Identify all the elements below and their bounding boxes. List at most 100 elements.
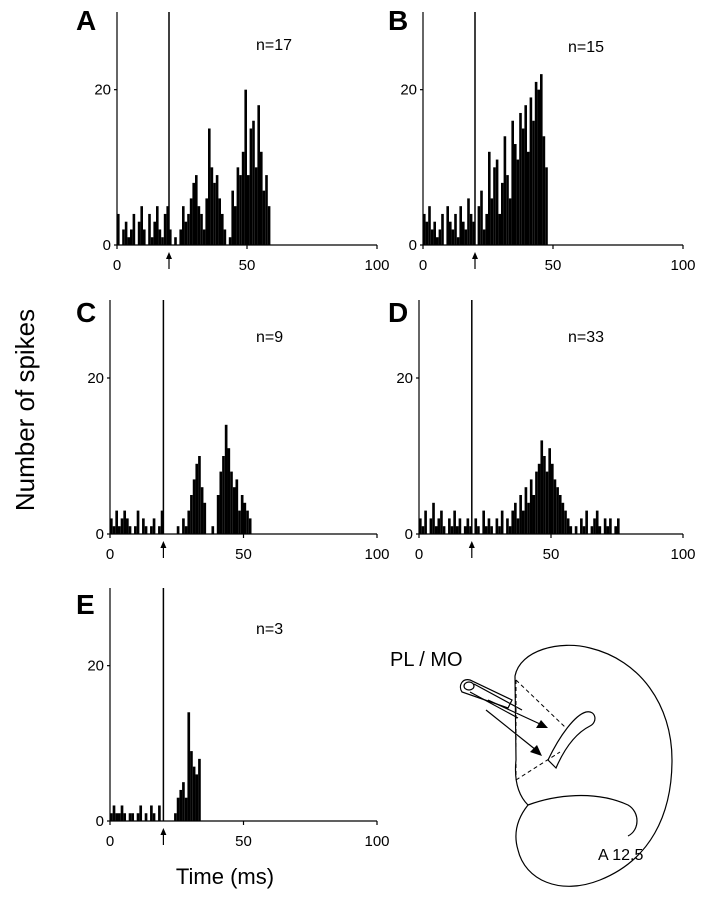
bar-a (228, 237, 232, 245)
bar-c (198, 456, 201, 534)
bar-a (252, 120, 255, 245)
bar-c (110, 518, 113, 534)
bar-d (545, 471, 549, 534)
bar-a (184, 221, 188, 245)
bar-d (498, 526, 501, 534)
arrow-lower-head-icon (530, 745, 542, 756)
n-label-a: n=17 (256, 37, 292, 54)
bar-b (423, 213, 426, 245)
x-tick-label-b: 0 (419, 257, 427, 274)
bar-d (537, 463, 541, 534)
bar-c (219, 471, 223, 534)
bar-b (477, 206, 481, 245)
bar-d (463, 526, 467, 534)
bar-a (202, 229, 206, 245)
bar-d (442, 526, 446, 534)
bar-a (241, 151, 245, 245)
bar-c (126, 518, 129, 534)
bar-a (192, 182, 195, 245)
y-tick-label-c: 20 (87, 370, 104, 387)
bar-a (161, 237, 164, 245)
bar-c (195, 463, 199, 534)
bar-a (257, 105, 260, 245)
electrode-shaft-lower (469, 691, 519, 719)
bar-e (195, 774, 199, 821)
bar-c (238, 510, 241, 534)
bar-a (166, 206, 169, 245)
bar-b (488, 151, 491, 245)
bar-d (532, 495, 536, 534)
bar-d (569, 526, 573, 534)
bar-d (606, 526, 610, 534)
bar-d (424, 510, 427, 534)
x-tick-label-b: 50 (545, 257, 562, 274)
bar-c (232, 487, 236, 534)
bar-b (545, 167, 548, 245)
bar-b (446, 206, 449, 245)
stimulus-arrow-head-icon-e (160, 828, 167, 835)
bar-b (441, 213, 444, 245)
x-tick-label-a: 50 (239, 257, 256, 274)
bar-d (595, 510, 599, 534)
bar-b (511, 120, 514, 245)
bar-a (143, 229, 146, 245)
bar-c (246, 510, 249, 534)
bar-d (487, 518, 491, 534)
bar-d (508, 526, 512, 534)
bar-b (464, 229, 468, 245)
histogram-a: 0 50 100 0 20 (94, 12, 390, 274)
bar-c (150, 526, 153, 534)
bar-c (203, 502, 207, 534)
bar-b (454, 213, 457, 245)
stimulus-arrow-head-icon-c (160, 541, 167, 548)
bar-a (132, 213, 136, 245)
bar-e (120, 805, 124, 821)
bar-b (469, 213, 473, 245)
bar-e (192, 766, 196, 821)
bar-d (434, 526, 438, 534)
bar-d (419, 518, 422, 534)
bar-b (529, 97, 533, 245)
bar-d (453, 510, 456, 534)
bar-d (440, 510, 443, 534)
bar-a (218, 198, 221, 245)
bar-d (582, 526, 586, 534)
bar-a (137, 221, 141, 245)
bar-a (182, 206, 185, 245)
bar-d (514, 502, 517, 534)
stimulus-arrow-head-icon-d (468, 541, 475, 548)
bar-e (174, 813, 177, 821)
panel-letter-d: D (388, 297, 408, 328)
bar-b (467, 198, 470, 245)
bar-d (432, 502, 435, 534)
bar-c (240, 495, 244, 534)
bar-d (548, 448, 551, 534)
bar-d (603, 518, 607, 534)
y-tick-label-e: 20 (87, 658, 104, 675)
bar-d (485, 526, 488, 534)
bar-a (221, 213, 224, 245)
bar-e (187, 712, 191, 821)
bar-b (433, 221, 436, 245)
bar-d (429, 518, 433, 534)
brain-outline (514, 644, 673, 887)
bar-e (198, 758, 201, 821)
bar-d (511, 510, 515, 534)
bar-c (182, 518, 185, 534)
bar-b (425, 221, 429, 245)
bar-c (184, 526, 188, 534)
x-tick-label-c: 50 (235, 546, 252, 563)
bar-a (140, 206, 143, 245)
n-label-e: n=3 (256, 621, 283, 638)
bar-d (540, 440, 544, 534)
y-tick-label-e: 0 (96, 813, 104, 830)
electrode-icon (459, 679, 513, 709)
bar-a (187, 213, 190, 245)
x-tick-label-e: 0 (106, 833, 114, 850)
panel-letter-c: C (76, 297, 96, 328)
bar-d (617, 518, 620, 534)
bar-a (210, 167, 214, 245)
bar-c (222, 456, 225, 534)
bar-b (501, 182, 504, 245)
bar-d (543, 456, 546, 534)
